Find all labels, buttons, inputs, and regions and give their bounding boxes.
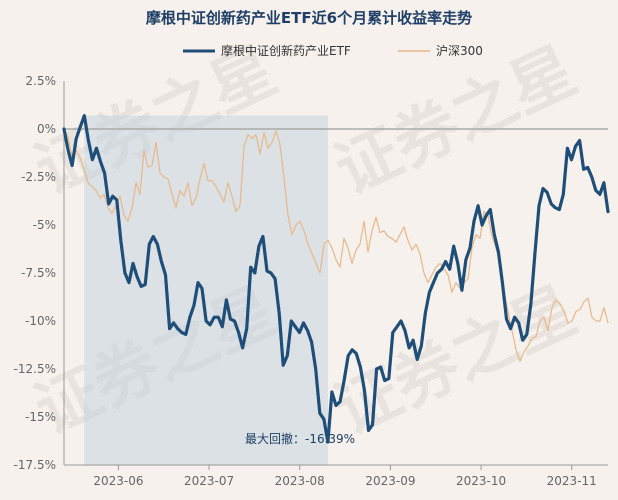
y-tick-label: -17.5% [14, 458, 56, 472]
axes: 2.5% 0% -2.5% -5% -7.5% -10% -12.5% -15% -17.5% 2… [14, 74, 608, 488]
y-tick-label: -12.5% [14, 362, 56, 376]
max-drawdown-label: 最大回撤：-16.39% [245, 431, 355, 446]
y-tick-label: 0% [37, 122, 56, 136]
x-tick-label: 2023-09 [365, 474, 415, 488]
y-tick-label: -15% [25, 410, 56, 424]
series-line-etf [62, 113, 610, 444]
drawdown-area [84, 115, 328, 465]
legend-label-index: 沪深300 [436, 44, 483, 58]
y-tick-label: -10% [25, 314, 56, 328]
x-tick-label: 2023-06 [93, 474, 143, 488]
x-tick-label: 2023-11 [547, 474, 597, 488]
legend-label-etf: 摩根中证创新药产业ETF [221, 43, 351, 58]
x-tick-label: 2023-07 [184, 474, 234, 488]
y-tick-label: -5% [33, 218, 56, 232]
y-tick-label: 2.5% [26, 74, 57, 88]
max-drawdown-region [84, 115, 328, 465]
chart-title: 摩根中证创新药产业ETF近6个月累计收益率走势 [146, 9, 472, 27]
chart-labels: 最大回撤：-16.39% [245, 431, 355, 446]
legend: 摩根中证创新药产业ETF 沪深300 [183, 43, 483, 58]
y-tick-label: -7.5% [21, 266, 56, 280]
series-line-index [63, 128, 609, 362]
x-tick-label: 2023-10 [456, 474, 506, 488]
watermark-text-3: 证券之星 [324, 274, 587, 449]
watermark-text-1: 证券之星 [324, 34, 587, 209]
y-tick-label: -2.5% [21, 170, 56, 184]
x-tick-label: 2023-08 [275, 474, 325, 488]
series-lines [62, 113, 610, 444]
